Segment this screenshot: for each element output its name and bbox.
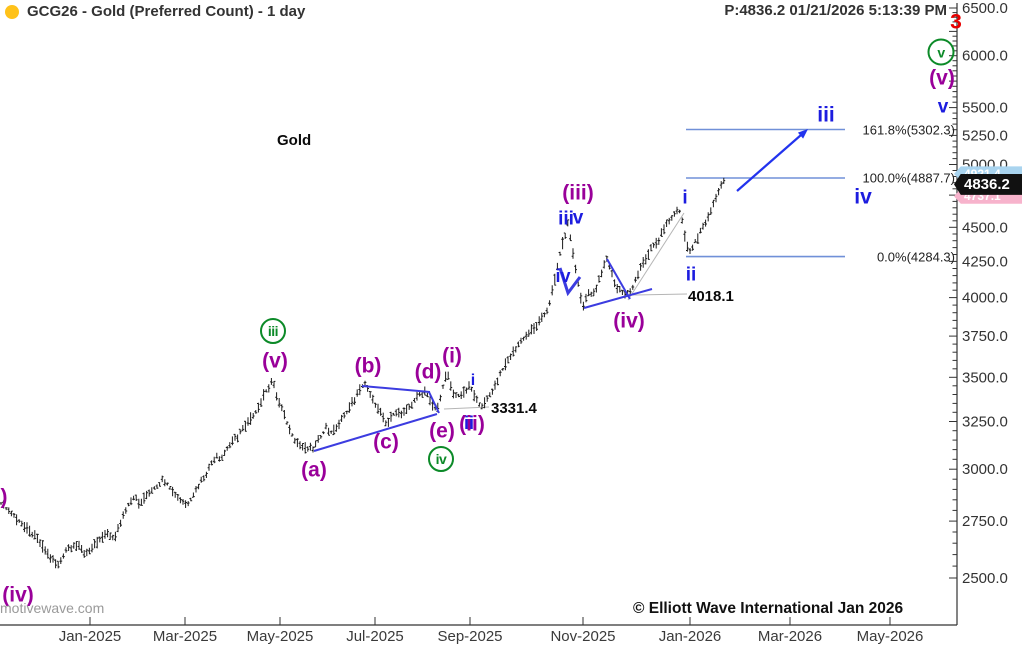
price-axis-label: 4000.0 bbox=[962, 290, 1008, 307]
wave-label-purple: (d) bbox=[414, 360, 442, 384]
projection-arrow[interactable] bbox=[736, 129, 808, 192]
price-axis-label: 5250.0 bbox=[962, 127, 1008, 144]
copyright-text: © Elliott Wave International Jan 2026 bbox=[633, 600, 904, 617]
price-axis-label: 3000.0 bbox=[962, 461, 1008, 478]
price-axis-label: 2750.0 bbox=[962, 513, 1008, 530]
fibonacci-retracement-lines[interactable] bbox=[686, 128, 845, 258]
price-annotation: 4018.1 bbox=[688, 288, 734, 305]
wave-label-purple: (v) bbox=[262, 349, 288, 373]
chart-title: GCG26 - Gold (Preferred Count) - 1 day bbox=[27, 3, 306, 20]
axis-current-price-value: 4836.2 bbox=[964, 175, 1010, 193]
wave-label-purple: (a) bbox=[301, 458, 327, 482]
wave-label-purple: (e) bbox=[429, 419, 455, 443]
axis-current-price-tag: 4836.2 bbox=[954, 173, 1022, 195]
time-axis[interactable]: Jan-2025 Mar-2025 May-2025 Jul-2025 Sep-2025… bbox=[0, 617, 957, 645]
price-axis-label: 2500.0 bbox=[962, 570, 1008, 587]
wave-label-purple: (c) bbox=[373, 430, 399, 454]
motivewave-watermark: motivewave.com bbox=[0, 600, 105, 616]
gray-reference-lines bbox=[443, 212, 688, 410]
wave-label-purple: (i) bbox=[442, 344, 462, 368]
wave-label-purple: (iv) bbox=[613, 309, 645, 333]
wave-label-blue: iii bbox=[558, 208, 574, 230]
month-label: Nov-2025 bbox=[550, 628, 615, 645]
price-annotation: Gold bbox=[277, 132, 312, 149]
month-label: May-2025 bbox=[247, 628, 314, 645]
month-label: Mar-2026 bbox=[758, 628, 822, 645]
wave-label-purple: ) bbox=[0, 485, 8, 509]
price-datetime-readout: P:4836.2 01/21/2026 5:13:39 PM bbox=[724, 2, 947, 19]
price-axis-label: 6500.0 bbox=[962, 0, 1008, 17]
price-axis-label: 3500.0 bbox=[962, 369, 1008, 386]
wave-label-blue: v bbox=[937, 96, 949, 118]
wave-label-purple: (iii) bbox=[562, 181, 594, 205]
wave-label-green-circled: iv bbox=[428, 446, 454, 472]
wave-label-purple: (iv) bbox=[2, 583, 34, 607]
fibonacci-level-label: 161.8%(5302.3) bbox=[862, 122, 955, 137]
wave-label-blue: v bbox=[572, 207, 584, 229]
wave-count-badge: 3 bbox=[950, 10, 962, 34]
price-axis-label: 3750.0 bbox=[962, 328, 1008, 345]
price-axis-label: 5500.0 bbox=[962, 100, 1008, 117]
instrument-bullet-icon bbox=[5, 4, 19, 19]
month-label: Jan-2025 bbox=[59, 628, 122, 645]
wave-label-blue: iii bbox=[817, 103, 835, 127]
wave-label-blue: i bbox=[470, 372, 476, 389]
wave-label-purple: (b) bbox=[354, 354, 382, 378]
price-axis-label: 3250.0 bbox=[962, 414, 1008, 431]
wave-label-blue: ii bbox=[463, 413, 475, 433]
wave-label-purple: (v) bbox=[929, 66, 955, 90]
price-axis-label: 4250.0 bbox=[962, 253, 1008, 270]
month-label: Jan-2026 bbox=[659, 628, 722, 645]
chart-header-left: GCG26 - Gold (Preferred Count) - 1 day bbox=[5, 3, 305, 20]
wave-trendlines[interactable] bbox=[313, 258, 653, 452]
price-axis[interactable]: 6500.06000.05500.05250.05000.04500.04250… bbox=[949, 0, 1008, 625]
wave-label-green-circled: v bbox=[927, 38, 955, 66]
price-axis-label: 4500.0 bbox=[962, 219, 1008, 236]
fibonacci-level-label: 100.0%(4887.7) bbox=[862, 170, 955, 186]
wave-label-blue: i bbox=[682, 187, 688, 209]
price-annotation: 3331.4 bbox=[491, 400, 537, 417]
month-label: Jul-2025 bbox=[346, 628, 404, 645]
month-label: Mar-2025 bbox=[153, 628, 217, 645]
month-label: May-2026 bbox=[857, 628, 924, 645]
ohlc-price-bars bbox=[0, 177, 726, 569]
price-axis-label: 6000.0 bbox=[962, 48, 1008, 65]
fibonacci-level-label: 0.0%(4284.3) bbox=[876, 249, 955, 265]
wave-label-blue: iv bbox=[854, 185, 872, 209]
wave-label-blue: iv bbox=[555, 266, 571, 286]
wave-label-purple: (ii) bbox=[459, 412, 485, 436]
month-label: Sep-2025 bbox=[437, 628, 502, 645]
wave-label-green-circled: iii bbox=[260, 318, 286, 344]
wave-label-blue: ii bbox=[685, 264, 697, 286]
